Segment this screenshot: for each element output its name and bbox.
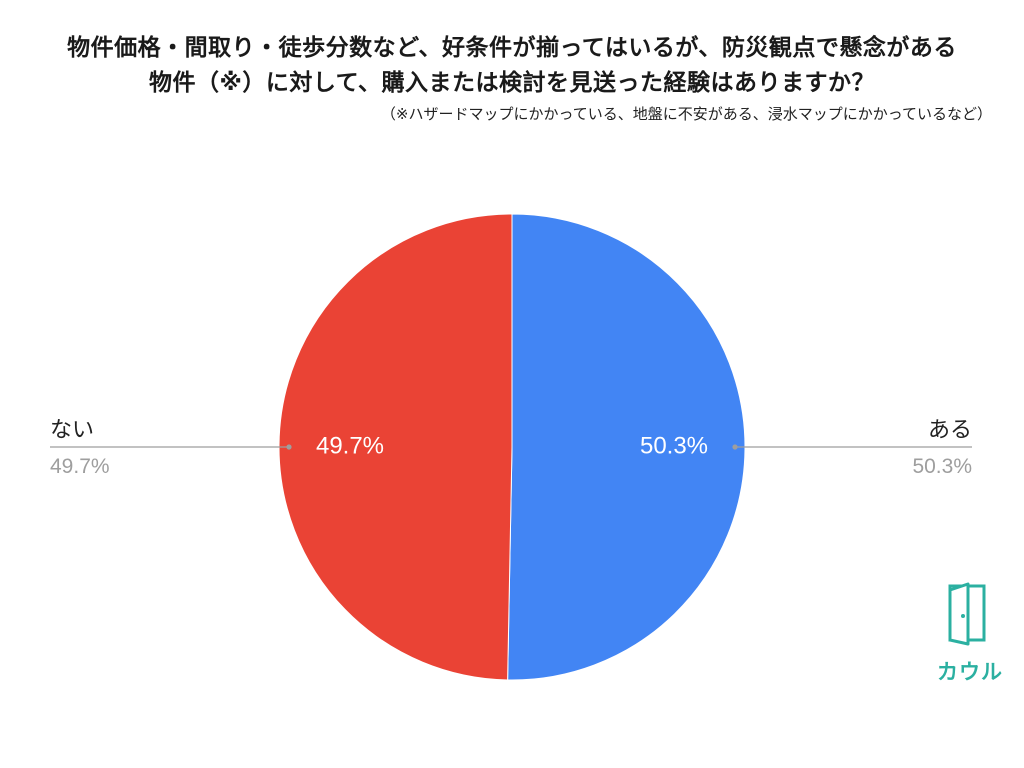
brand-logo-text: カウル <box>937 660 1003 684</box>
callout-dot <box>732 444 738 450</box>
slice-value-label: 50.3% <box>640 432 708 459</box>
slice-value-label: 49.7% <box>316 432 384 459</box>
door-icon <box>948 582 986 646</box>
chart-title-line-2: 物件（※）に対して、購入または検討を見送った経験はありますか？ <box>148 70 876 96</box>
slice-percent-label: 50.3% <box>912 455 972 478</box>
chart-title-line-1: 物件価格・間取り・徒歩分数など、好条件が揃ってはいるが、防災観点で懸念がある <box>67 35 957 61</box>
pie-slice <box>507 213 746 681</box>
brand-logo: カウル <box>934 582 1006 692</box>
pie-slice <box>278 213 513 681</box>
slice-category-label: ない <box>50 417 94 442</box>
slice-category-label: ある <box>928 417 972 442</box>
callout-dot <box>286 444 292 450</box>
chart-subtitle: （※ハザードマップにかかっている、地盤に不安がある、浸水マップにかかっているなど… <box>380 105 992 123</box>
slice-percent-label: 49.7% <box>50 455 110 478</box>
